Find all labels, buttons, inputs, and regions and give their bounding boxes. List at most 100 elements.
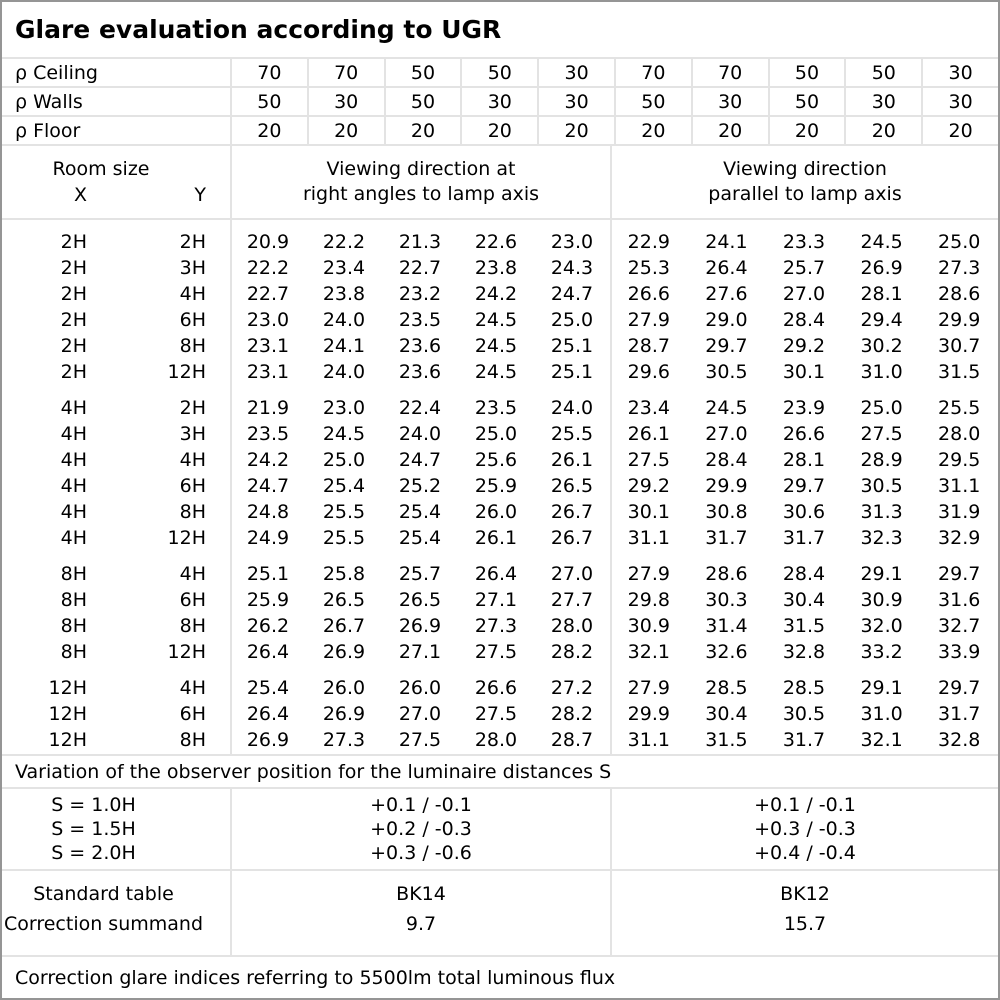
room-size-y: 6H <box>179 309 206 331</box>
standard-table-value: BK12 <box>780 883 830 905</box>
ugr-value: 28.5 <box>705 677 748 699</box>
reflectance-value: 30 <box>460 88 537 115</box>
ugr-value: 29.6 <box>627 361 670 383</box>
ugr-row: 4H 2H 21.9 23.0 22.4 23.5 24.0 23.4 24.5 23.9 25.0… <box>2 395 998 421</box>
reflectance-row: ρ Walls 50 30 50 30 30 50 30 50 30 30 <box>2 88 998 117</box>
ugr-row: 8H 12H 26.4 26.9 27.1 27.5 28.2 32.1 32.6 32.8 33.… <box>2 639 998 665</box>
ugr-value: 27.5 <box>474 703 518 725</box>
reflectance-rows: ρ Ceiling 70 70 50 50 30 70 70 50 50 30 ρ Walls 50 30… <box>2 59 998 146</box>
ugr-value: 25.0 <box>860 397 903 419</box>
ugr-value: 31.0 <box>860 361 903 383</box>
ugr-value: 29.1 <box>860 563 903 585</box>
s-variation-value: +0.4 / -0.4 <box>754 842 856 864</box>
ugr-value: 27.3 <box>938 257 981 279</box>
ugr-value: 26.9 <box>322 641 366 663</box>
room-size-x: 4H <box>60 449 87 471</box>
reflectance-value: 30 <box>921 59 998 86</box>
ugr-value: 24.5 <box>860 231 903 253</box>
ugr-value: 21.9 <box>246 397 290 419</box>
ugr-value: 31.5 <box>938 361 981 383</box>
ugr-value: 29.7 <box>938 563 981 585</box>
standard-values-parallel: BK12 15.7 <box>610 871 998 955</box>
ugr-value: 24.5 <box>474 335 518 357</box>
room-size-x: 2H <box>60 309 87 331</box>
standard-table-value: BK14 <box>396 883 446 905</box>
ugr-value: 27.1 <box>398 641 442 663</box>
reflectance-value: 30 <box>537 88 614 115</box>
reflectance-value: 30 <box>306 88 384 115</box>
ugr-value: 21.3 <box>398 231 442 253</box>
reflectance-value: 20 <box>844 117 921 144</box>
room-size-y: 12H <box>167 361 206 383</box>
ugr-row: 4H 4H 24.2 25.0 24.7 25.6 26.1 27.5 28.4 28.1 28.9… <box>2 447 998 473</box>
y-column-label: Y <box>194 184 206 206</box>
room-size-y: 12H <box>167 641 206 663</box>
ugr-value: 29.7 <box>705 335 748 357</box>
ugr-value: 23.1 <box>246 361 290 383</box>
ugr-data-area: 2H 2H 20.9 22.2 21.3 22.6 23.0 22.9 24.1 23.3 24.5… <box>2 220 998 756</box>
ugr-value: 31.7 <box>938 703 981 725</box>
ugr-value: 27.9 <box>627 677 670 699</box>
ugr-value: 27.6 <box>705 283 748 305</box>
room-size-y: 4H <box>179 449 206 471</box>
ugr-value: 30.8 <box>705 501 748 523</box>
ugr-value: 25.5 <box>322 501 366 523</box>
ugr-value: 23.6 <box>398 361 442 383</box>
ugr-value: 25.1 <box>246 563 290 585</box>
reflectance-value: 70 <box>230 59 307 86</box>
ugr-value: 27.5 <box>474 641 518 663</box>
ugr-value: 22.7 <box>246 283 290 305</box>
ugr-value: 30.1 <box>627 501 670 523</box>
ugr-value: 27.3 <box>474 615 518 637</box>
ugr-value: 22.9 <box>627 231 670 253</box>
ugr-value: 29.0 <box>705 309 748 331</box>
reflectance-value: 50 <box>844 59 921 86</box>
ugr-value: 31.1 <box>627 527 670 549</box>
ugr-value: 25.4 <box>246 677 290 699</box>
ugr-value: 23.2 <box>398 283 442 305</box>
ugr-value: 24.3 <box>550 257 594 279</box>
column-group-header: Room size X Y Viewing direction at right… <box>2 146 998 220</box>
ugr-value: 29.9 <box>705 475 748 497</box>
ugr-value: 24.7 <box>246 475 290 497</box>
ugr-value: 28.2 <box>550 641 594 663</box>
ugr-value: 23.4 <box>322 257 366 279</box>
s-variation-parallel: +0.1 / -0.1 +0.3 / -0.3 +0.4 / -0.4 <box>610 789 998 869</box>
standard-section-labels: Standard table Correction summand <box>2 871 230 955</box>
ugr-value: 29.2 <box>627 475 670 497</box>
room-size-y: 6H <box>179 475 206 497</box>
room-size-y: 8H <box>179 501 206 523</box>
ugr-row: 12H 6H 26.4 26.9 27.0 27.5 28.2 29.9 30.4 30.5 31.… <box>2 701 998 727</box>
s-distance-labels: S = 1.0H S = 1.5H S = 2.0H <box>2 789 230 869</box>
ugr-value: 28.0 <box>550 615 594 637</box>
ugr-value: 32.0 <box>860 615 903 637</box>
ugr-value: 24.5 <box>705 397 748 419</box>
ugr-value: 23.5 <box>474 397 518 419</box>
ugr-value: 28.9 <box>860 449 903 471</box>
s-distance-label: S = 1.5H <box>51 818 136 840</box>
ugr-value: 33.2 <box>860 641 903 663</box>
ugr-value: 23.8 <box>474 257 518 279</box>
ugr-value: 32.9 <box>938 527 981 549</box>
ugr-block: 4H 2H 21.9 23.0 22.4 23.5 24.0 23.4 24.5 23.9 25.0… <box>2 395 998 551</box>
room-size-y: 6H <box>179 589 206 611</box>
ugr-value: 32.1 <box>627 641 670 663</box>
ugr-value: 27.3 <box>322 729 366 751</box>
header-line: right angles to lamp axis <box>302 183 540 205</box>
ugr-value: 29.7 <box>938 677 981 699</box>
ugr-row: 2H 4H 22.7 23.8 23.2 24.2 24.7 26.6 27.6 27.0 28.1… <box>2 281 998 307</box>
ugr-value: 23.8 <box>322 283 366 305</box>
ugr-value: 22.4 <box>398 397 442 419</box>
room-size-x: 12H <box>48 677 87 699</box>
room-size-y: 4H <box>179 563 206 585</box>
ugr-value: 26.5 <box>398 589 442 611</box>
ugr-row: 12H 8H 26.9 27.3 27.5 28.0 28.7 31.1 31.5 31.7 32.… <box>2 727 998 753</box>
s-variation-value: +0.1 / -0.1 <box>370 794 472 816</box>
ugr-value: 24.2 <box>474 283 518 305</box>
ugr-value: 28.4 <box>782 563 826 585</box>
room-size-label: Room size <box>52 158 150 180</box>
ugr-value: 20.9 <box>246 231 290 253</box>
ugr-value: 25.0 <box>322 449 366 471</box>
reflectance-value: 70 <box>614 59 691 86</box>
reflectance-value: 20 <box>921 117 998 144</box>
